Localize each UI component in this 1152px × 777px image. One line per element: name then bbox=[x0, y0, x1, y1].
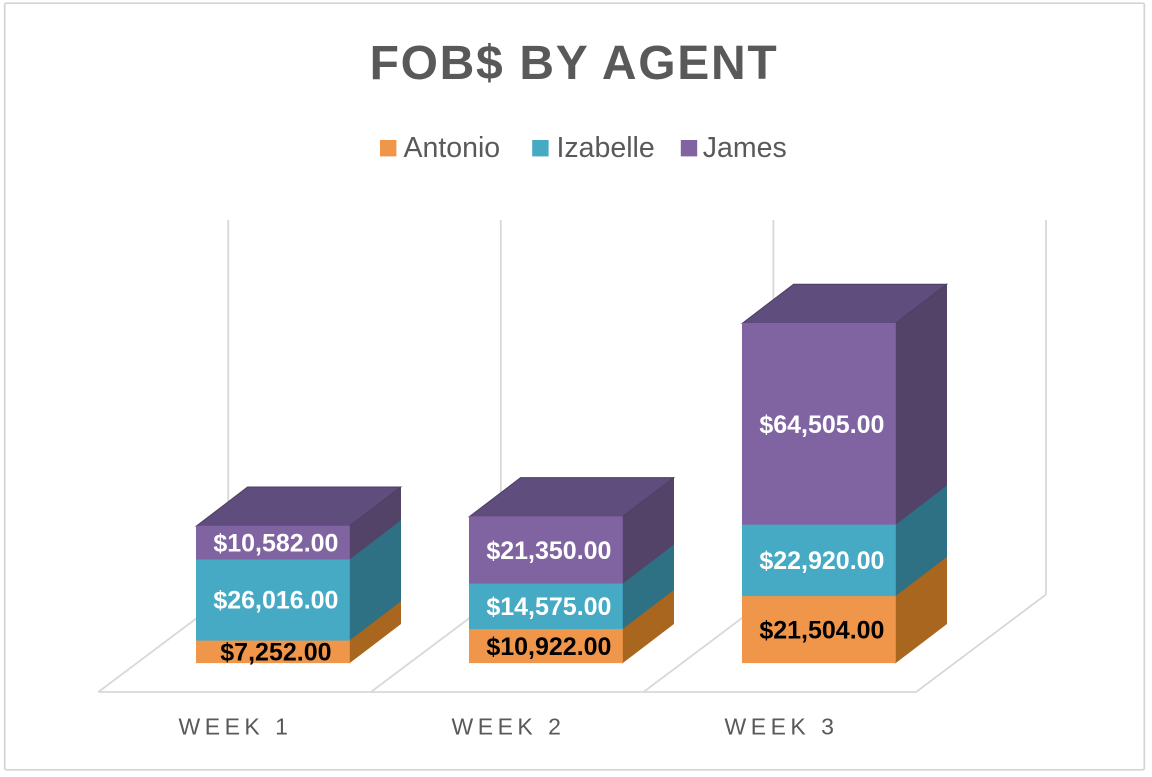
svg-text:$14,575.00: $14,575.00 bbox=[486, 593, 611, 621]
svg-text:$7,252.00: $7,252.00 bbox=[220, 639, 331, 667]
svg-text:$64,505.00: $64,505.00 bbox=[759, 411, 884, 439]
svg-text:$26,016.00: $26,016.00 bbox=[213, 587, 338, 615]
svg-text:$10,922.00: $10,922.00 bbox=[486, 633, 611, 661]
svg-text:$22,920.00: $22,920.00 bbox=[759, 547, 884, 575]
svg-text:$21,350.00: $21,350.00 bbox=[486, 537, 611, 565]
svg-text:WEEK 1: WEEK 1 bbox=[179, 714, 293, 740]
svg-text:WEEK 2: WEEK 2 bbox=[452, 714, 566, 740]
svg-text:WEEK 3: WEEK 3 bbox=[725, 714, 839, 740]
svg-text:FOB$ BY AGENT: FOB$ BY AGENT bbox=[370, 37, 779, 90]
svg-text:$10,582.00: $10,582.00 bbox=[213, 530, 338, 558]
svg-text:Izabelle: Izabelle bbox=[557, 132, 655, 164]
svg-text:James: James bbox=[703, 132, 787, 164]
svg-text:$21,504.00: $21,504.00 bbox=[759, 616, 884, 644]
svg-text:Antonio: Antonio bbox=[404, 132, 501, 164]
